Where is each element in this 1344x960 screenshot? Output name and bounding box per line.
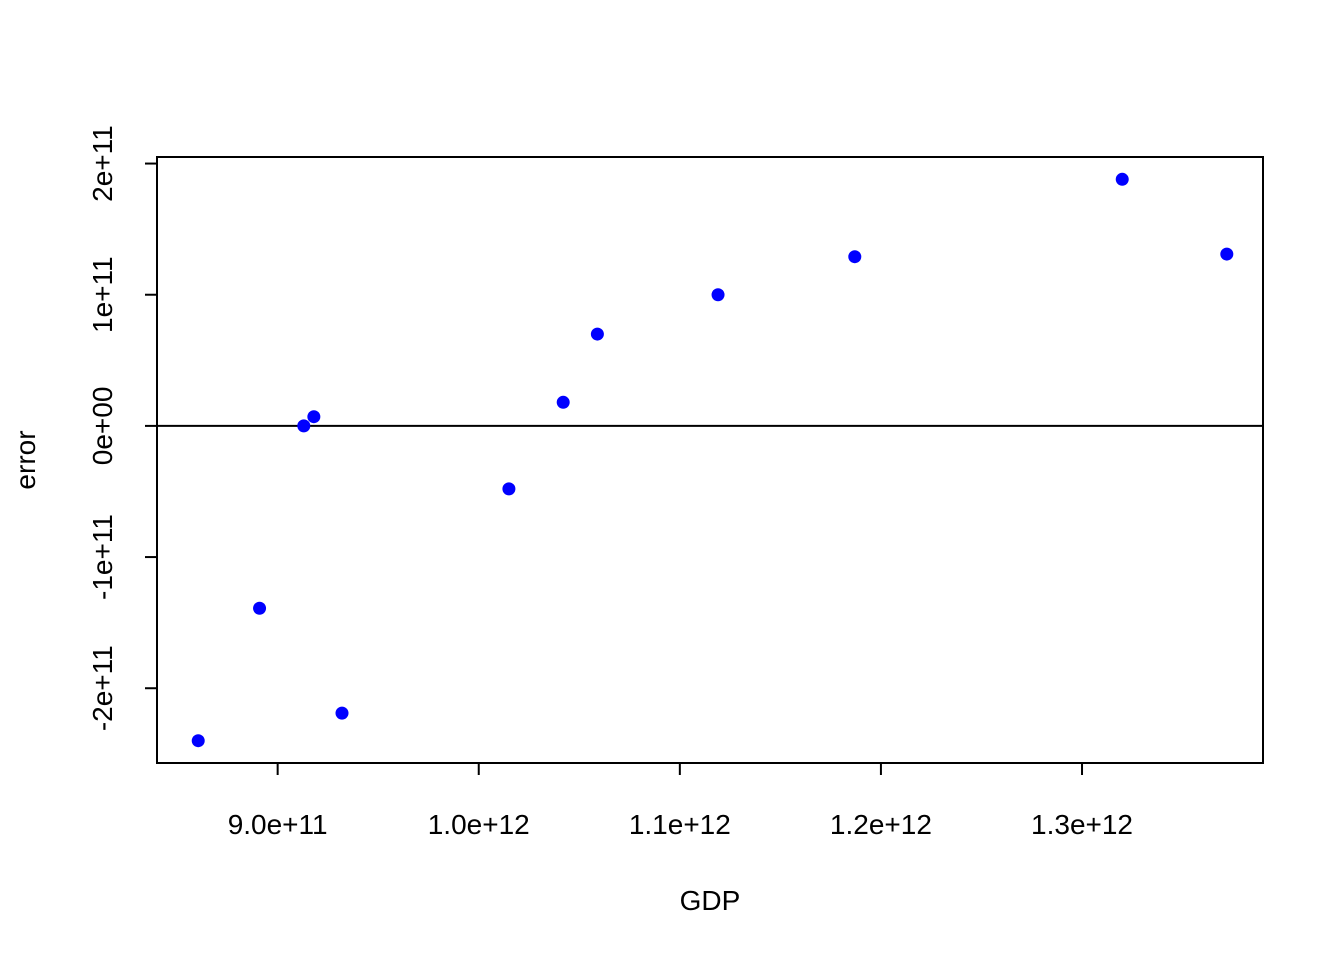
y-tick-label: -2e+11 — [87, 645, 118, 731]
data-point — [253, 601, 267, 615]
data-point — [297, 419, 311, 433]
x-tick-label: 1.3e+12 — [1031, 809, 1133, 840]
data-point — [335, 706, 349, 720]
data-point — [848, 250, 862, 264]
data-point — [307, 410, 321, 424]
data-points — [191, 172, 1234, 748]
y-tick-label: -1e+11 — [87, 514, 118, 600]
data-point — [502, 482, 516, 496]
y-axis-title: error — [10, 430, 41, 489]
data-point — [711, 288, 725, 302]
x-axis-title: GDP — [680, 885, 741, 916]
data-point — [191, 734, 205, 748]
y-tick-label: 1e+11 — [87, 256, 118, 333]
data-point — [1115, 172, 1129, 186]
y-tick-label: 0e+00 — [87, 387, 118, 466]
data-point — [1220, 247, 1234, 261]
x-axis: 9.0e+11 1.0e+12 1.1e+12 1.2e+12 1.3e+12 — [228, 762, 1133, 840]
x-tick-label: 1.0e+12 — [428, 809, 530, 840]
x-tick-label: 1.1e+12 — [629, 809, 731, 840]
y-tick-label: 2e+11 — [87, 125, 118, 202]
x-tick-label: 9.0e+11 — [228, 809, 328, 840]
x-tick-label: 1.2e+12 — [830, 809, 932, 840]
plot-frame — [156, 156, 1264, 764]
data-point — [590, 327, 604, 341]
data-point — [556, 395, 570, 409]
